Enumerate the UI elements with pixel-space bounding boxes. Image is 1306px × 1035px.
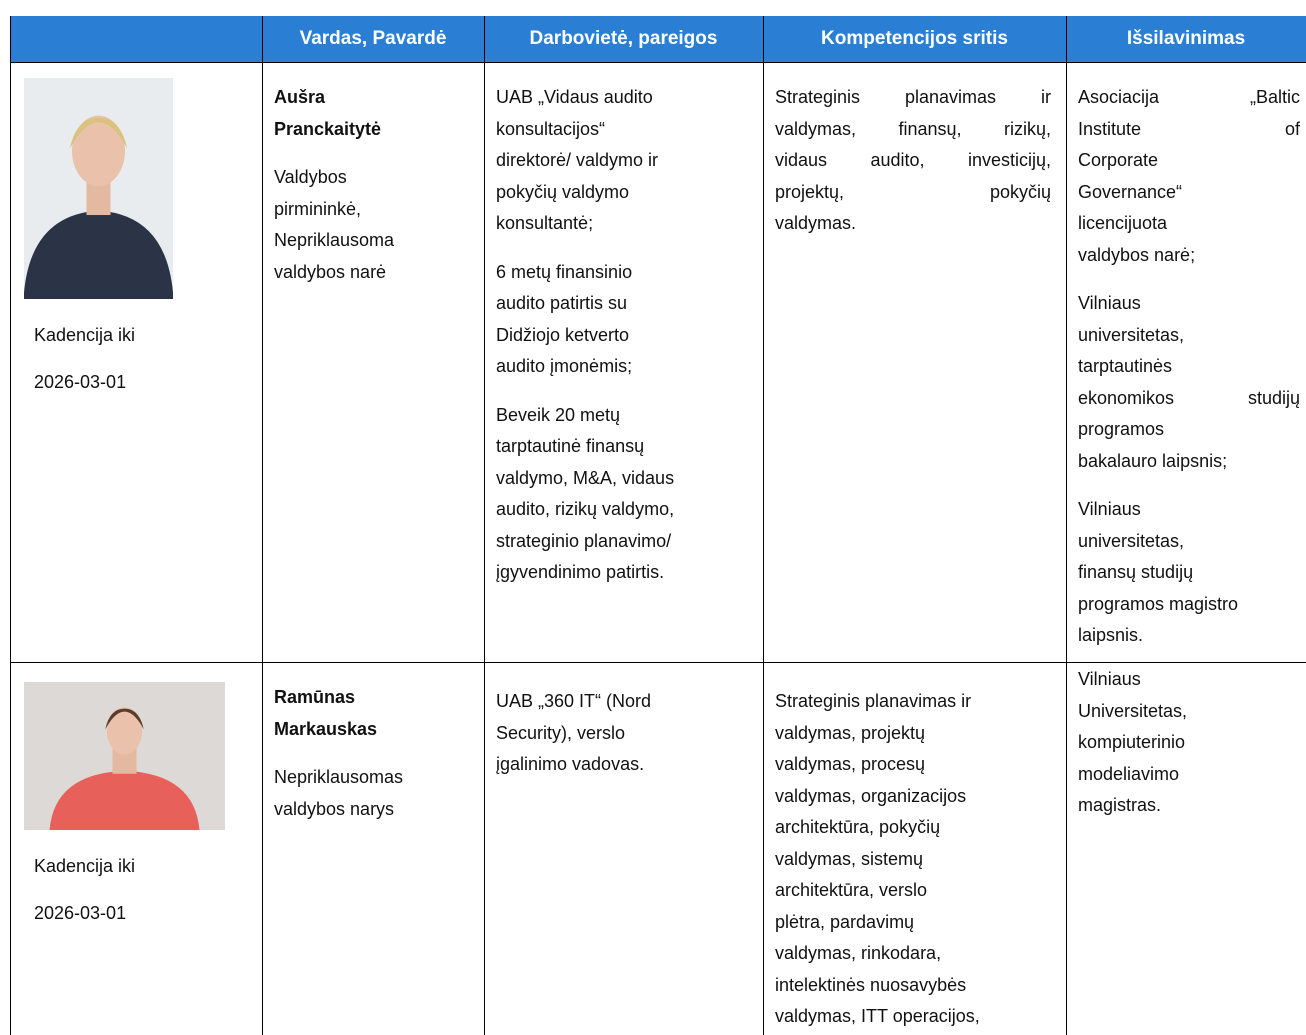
education: universitetas, — [1078, 324, 1185, 345]
header-cell: Kompetencijos sritis — [821, 28, 1008, 49]
workplace: įgalinimo vadovas. — [496, 754, 645, 774]
workplace: valdymo, M&A, vidaus — [496, 467, 675, 488]
term-date: 2026-03-01 — [34, 372, 127, 392]
member-name: Ramūnas — [274, 687, 356, 707]
portrait — [24, 78, 173, 299]
education: tarptautinės — [1078, 356, 1173, 376]
education: Institute of — [1078, 118, 1300, 139]
workplace: audito patirtis su — [496, 293, 628, 313]
education: laipsnis. — [1078, 625, 1144, 645]
member-name: Pranckaitytė — [274, 118, 382, 139]
workplace: UAB „360 IT“ (Nord — [496, 691, 652, 711]
education: programos — [1078, 419, 1165, 439]
competence: valdymas, finansų, rizikų, — [775, 118, 1051, 139]
education: magistras. — [1078, 795, 1162, 815]
competence: valdymas, procesų — [775, 754, 926, 774]
competence: Strateginis planavimas ir — [775, 691, 972, 711]
header-cell: Vardas, Pavardė — [299, 28, 447, 49]
workplace: audito įmonėmis; — [496, 356, 633, 376]
competence: plėtra, pardavimų — [775, 911, 915, 932]
workplace: 6 metų finansinio — [496, 261, 633, 282]
education: universitetas, — [1078, 530, 1185, 551]
competence: valdymas, sistemų — [775, 848, 924, 869]
border — [262, 16, 263, 1035]
competence: architektūra, verslo — [775, 880, 928, 900]
border — [484, 16, 485, 1035]
competence: vidaus audito, investicijų, — [775, 150, 1051, 170]
workplace: direktorė/ valdymo ir — [496, 150, 659, 170]
competence: projektų, pokyčių — [775, 181, 1051, 202]
portrait — [24, 682, 225, 830]
member-role: pirmininkė, — [274, 198, 362, 219]
competence: valdymas, rinkodara, — [775, 943, 942, 963]
header-band — [10, 16, 1306, 62]
member-name: Aušra — [274, 87, 326, 107]
border — [10, 662, 1306, 663]
competence: valdymas, ITT operacijos, — [775, 1006, 980, 1026]
workplace: konsultacijos“ — [496, 118, 606, 139]
member-role: Nepriklausomas — [274, 767, 404, 787]
workplace: tarptautinė finansų — [496, 436, 645, 456]
workplace: konsultantė; — [496, 213, 594, 233]
education: Vilniaus — [1078, 293, 1141, 313]
workplace: Security), verslo — [496, 722, 626, 743]
competence: architektūra, pokyčių — [775, 817, 941, 837]
education: bakalauro laipsnis; — [1078, 450, 1228, 471]
competence: Strateginis planavimas ir — [775, 87, 1051, 107]
workplace: strateginio planavimo/ — [496, 530, 672, 551]
term-date: 2026-03-01 — [34, 903, 127, 923]
workplace: įgyvendinimo patirtis. — [496, 562, 665, 582]
border — [1066, 16, 1067, 1035]
education: Governance“ — [1078, 181, 1183, 202]
education: Vilniaus — [1078, 499, 1141, 519]
education: licencijuota — [1078, 213, 1168, 233]
competence: intelektinės nuosavybės — [775, 974, 967, 995]
term-label: Kadencija iki — [34, 325, 136, 345]
education: valdybos narė; — [1078, 244, 1196, 265]
education: Universitetas, — [1078, 700, 1188, 721]
member-role: Valdybos — [274, 167, 347, 187]
education: Vilniaus — [1078, 669, 1141, 689]
border — [763, 16, 764, 1035]
header-cell: Darbovietė, pareigos — [529, 28, 718, 49]
workplace: UAB „Vidaus audito — [496, 87, 653, 107]
member-role: valdybos narys — [274, 798, 395, 819]
education: Corporate — [1078, 150, 1159, 170]
competence: valdymas. — [775, 213, 857, 233]
term-label: Kadencija iki — [34, 856, 136, 876]
education: programos magistro — [1078, 593, 1239, 614]
member-name: Markauskas — [274, 718, 378, 739]
workplace: audito, rizikų valdymo, — [496, 499, 675, 519]
education: ekonomikos studijų — [1078, 387, 1300, 408]
member-role: Nepriklausoma — [274, 230, 395, 250]
competence: valdymas, projektų — [775, 722, 926, 743]
education: modeliavimo — [1078, 763, 1180, 784]
workplace: Beveik 20 metų — [496, 404, 621, 425]
member-role: valdybos narė — [274, 261, 387, 282]
competence: valdymas, organizacijos — [775, 785, 967, 806]
workplace: Didžiojo ketverto — [496, 324, 630, 345]
header-cell: Išsilavinimas — [1126, 28, 1246, 49]
workplace: pokyčių valdymo — [496, 181, 630, 202]
border — [10, 16, 11, 1035]
education: kompiuterinio — [1078, 732, 1186, 752]
education: Asociacija „Baltic — [1078, 87, 1300, 107]
education: finansų studijų — [1078, 562, 1194, 582]
border — [10, 62, 1306, 63]
